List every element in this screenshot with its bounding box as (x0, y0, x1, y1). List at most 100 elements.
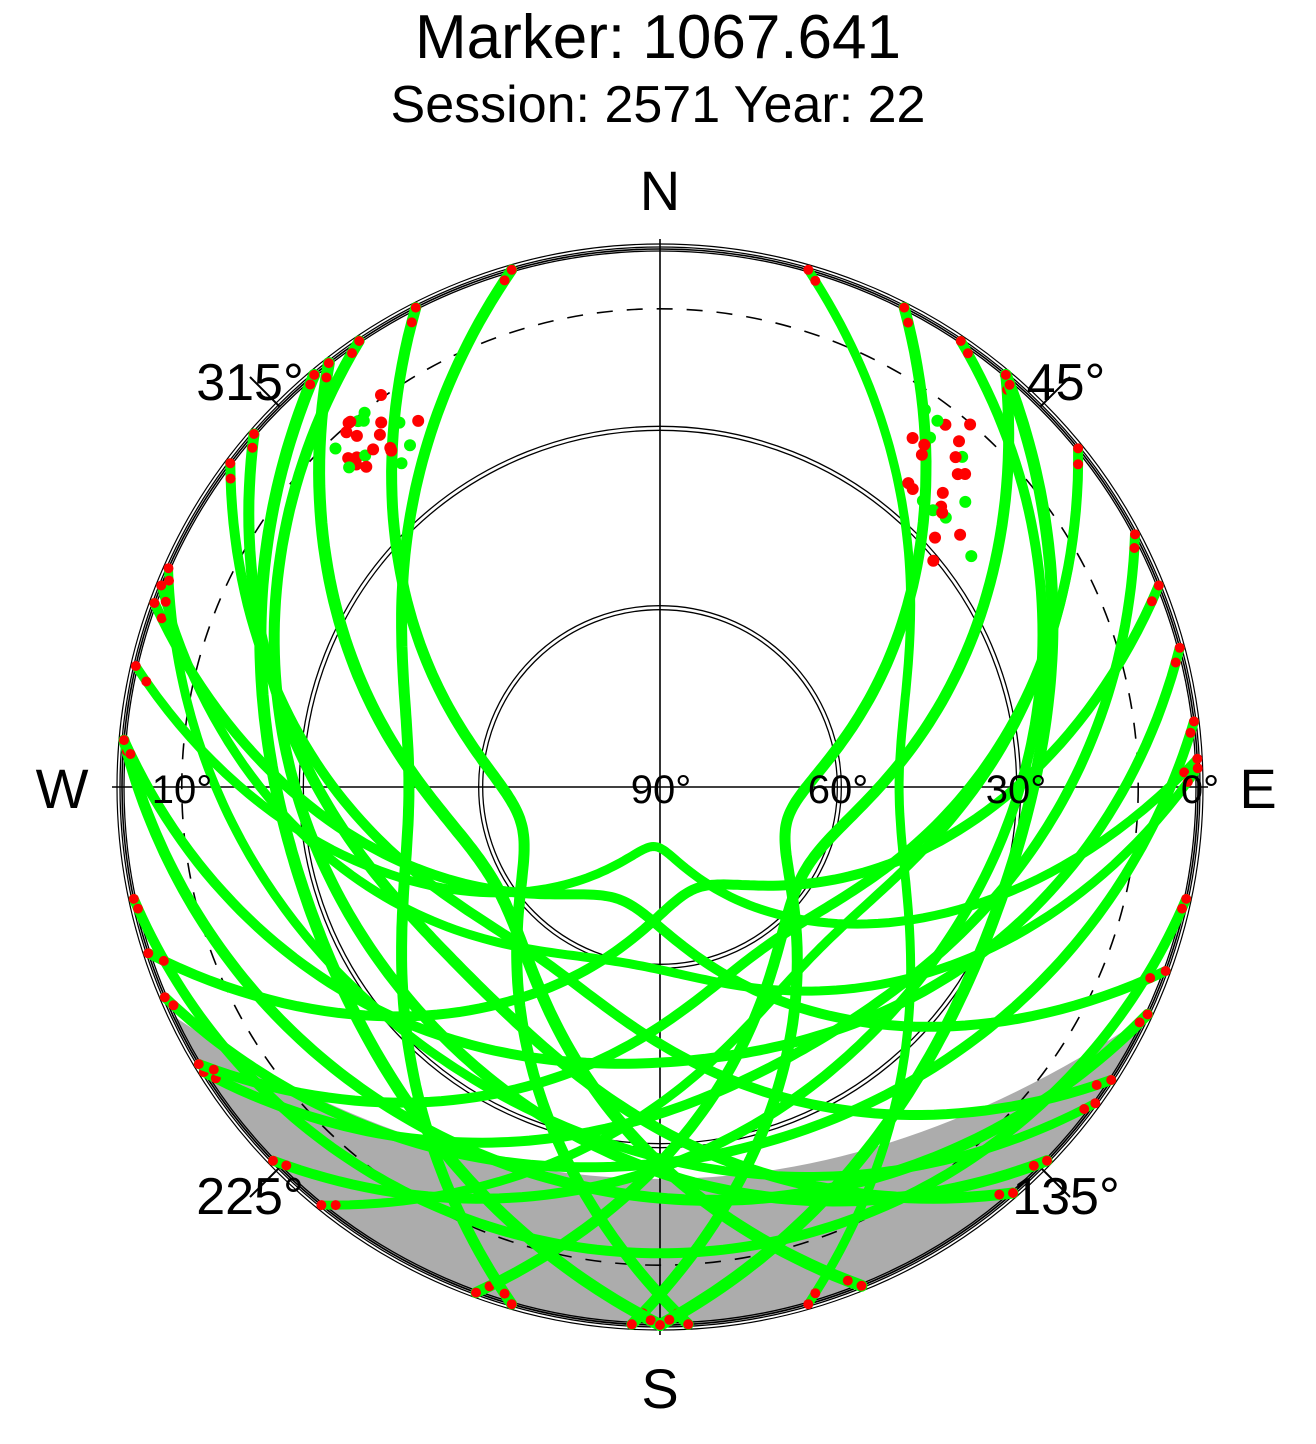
flag-point-23-1 (1004, 379, 1015, 390)
flag-point-12-1 (903, 317, 914, 328)
compass-west-label: W (36, 757, 89, 820)
flag-point-22-3 (309, 369, 320, 380)
flag-point-3-2 (168, 1000, 179, 1011)
flag-point-22-2 (305, 379, 316, 390)
flag-point-9-3 (149, 598, 160, 608)
flag-point-0-3 (128, 893, 139, 904)
cluster-point-1-1 (373, 428, 386, 441)
flag-point-11-3 (410, 302, 421, 313)
azimuth-label-225: 225° (196, 1168, 304, 1226)
cluster-point-0-7 (342, 452, 355, 465)
azimuth-label-315: 315° (196, 354, 304, 412)
cluster-point-0-9 (343, 461, 356, 474)
flag-point-17-1 (810, 275, 821, 286)
flag-point-3-0 (1189, 716, 1199, 727)
azimuth-ticks (249, 376, 1071, 1198)
elevation-label-30: 30° (986, 768, 1047, 812)
flag-point-5-1 (994, 1189, 1005, 1200)
flag-point-12-0 (899, 302, 910, 313)
elevation-label-0: 0° (1181, 768, 1219, 812)
flag-point-15-2 (208, 1064, 219, 1075)
flag-point-18-1 (1028, 1160, 1039, 1171)
flag-point-2-0 (1090, 1098, 1101, 1109)
cluster-point-4-2 (927, 554, 940, 567)
flag-point-15-3 (193, 1059, 204, 1070)
track-2 (164, 563, 1100, 1181)
flag-point-4-0 (1130, 529, 1140, 540)
flag-point-11-0 (683, 1319, 694, 1330)
cluster-point-4-4 (954, 528, 967, 541)
chart-subtitle: Session: 2571 Year: 22 (391, 76, 926, 134)
flag-point-13-2 (141, 676, 152, 687)
flag-point-14-3 (225, 458, 236, 469)
cluster-point-0-12 (357, 414, 370, 427)
satellite-tracks (118, 264, 1203, 1331)
cluster-point-1-6 (395, 457, 408, 470)
track-17 (803, 265, 916, 1309)
cluster-point-1-9 (393, 416, 406, 429)
flag-point-10-1 (1146, 596, 1157, 607)
cluster-point-2-6 (931, 414, 944, 427)
flag-point-3-1 (1185, 727, 1196, 738)
azimuth-tick-45 (1039, 376, 1071, 408)
cluster-point-1-4 (412, 414, 425, 427)
cluster-point-1-8 (367, 443, 380, 456)
elevation-label-90: 90° (631, 768, 692, 812)
flag-point-17-0 (803, 264, 814, 275)
flag-point-0-2 (133, 903, 143, 914)
track-7 (313, 357, 868, 1292)
flag-point-1-1 (1134, 1017, 1145, 1028)
cluster-point-3-6 (927, 504, 939, 517)
track-14 (225, 458, 1117, 1120)
flag-point-2-1 (1079, 1104, 1090, 1114)
flag-point-21-2 (160, 596, 171, 607)
flag-point-20-2 (125, 749, 136, 759)
azimuth-label-45: 45° (1027, 354, 1106, 412)
cluster-point-0-8 (340, 426, 353, 439)
compass-south-label: S (641, 1357, 678, 1420)
cluster-point-4-5 (929, 531, 941, 544)
flag-point-5-3 (249, 429, 259, 439)
flag-point-5-0 (1008, 1188, 1018, 1198)
flag-point-15-0 (1073, 443, 1084, 454)
cluster-point-4-1 (936, 506, 949, 519)
flag-point-18-3 (354, 336, 365, 346)
track-20 (119, 642, 1185, 1069)
flag-point-23-2 (664, 1314, 675, 1325)
flag-point-23-3 (655, 1320, 665, 1330)
flag-point-7-2 (321, 372, 332, 383)
flag-point-7-3 (323, 358, 334, 369)
flag-point-0-1 (1177, 903, 1187, 914)
horizon-mask-shading (171, 1014, 1149, 1326)
azimuth-tick-315 (249, 376, 281, 408)
flag-point-22-1 (645, 1315, 656, 1326)
cluster-point-3-1 (936, 486, 949, 499)
elevation-label-60: 60° (808, 768, 869, 812)
track-10 (143, 580, 1164, 1022)
flag-point-19-0 (955, 336, 966, 346)
flag-point-13-0 (1192, 753, 1203, 764)
cluster-point-2-10 (953, 435, 965, 448)
track-18 (268, 335, 1053, 1207)
flag-point-15-1 (1073, 459, 1084, 470)
cluster-point-0-2 (350, 429, 363, 442)
flag-point-2-3 (163, 563, 174, 574)
flag-point-16-0 (506, 1299, 517, 1310)
flag-point-23-0 (1000, 369, 1011, 380)
flag-point-19-2 (281, 1160, 292, 1171)
flag-point-14-2 (225, 473, 236, 484)
cluster-point-2-7 (949, 451, 962, 464)
flag-point-0-0 (1181, 893, 1192, 904)
flag-point-1-0 (1142, 1009, 1153, 1020)
cluster-point-2-11 (906, 432, 919, 444)
cluster-point-2-8 (918, 438, 931, 451)
flag-point-19-1 (962, 348, 973, 359)
cluster-point-1-7 (384, 441, 397, 454)
flag-point-16-2 (499, 275, 510, 286)
flag-point-18-0 (1042, 1155, 1052, 1166)
flag-point-9-2 (156, 613, 167, 624)
flag-point-21-1 (1182, 777, 1193, 787)
flag-point-10-3 (143, 948, 154, 959)
flag-point-10-2 (158, 955, 169, 966)
